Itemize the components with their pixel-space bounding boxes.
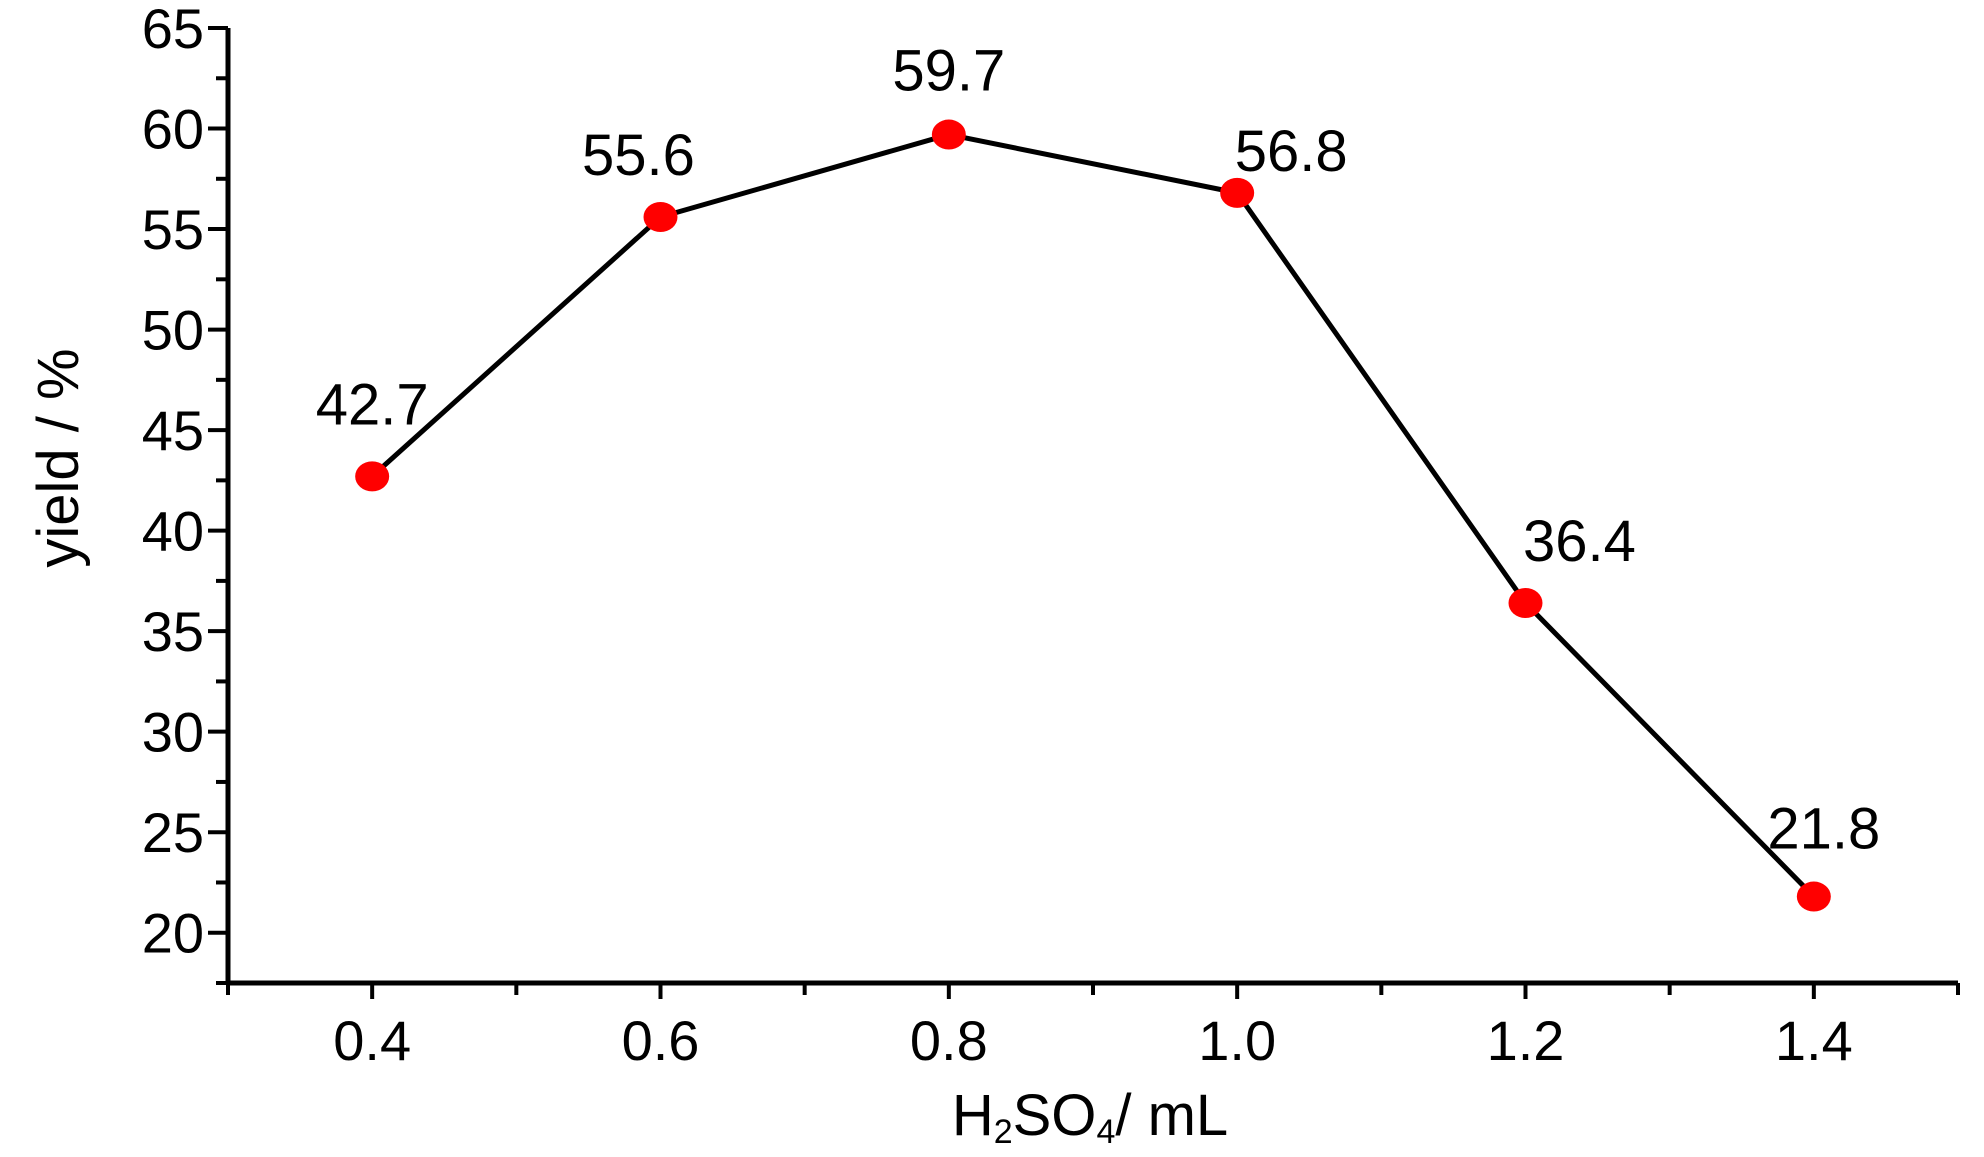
data-point [1220, 177, 1255, 208]
y-tick-label: 35 [142, 600, 204, 663]
y-tick-label: 45 [142, 399, 204, 462]
y-tick-label: 65 [142, 0, 204, 60]
x-tick-label: 1.0 [1198, 1009, 1276, 1072]
y-tick-label: 50 [142, 299, 204, 362]
y-tick-label: 55 [142, 198, 204, 261]
x-axis-title-subscript: 2 [994, 1113, 1013, 1151]
data-label: 56.8 [1235, 119, 1348, 184]
data-label: 21.8 [1767, 797, 1880, 862]
series [355, 119, 1831, 912]
x-axis-title: H2SO4/ mL [952, 1083, 1228, 1151]
ticks [208, 26, 1960, 999]
x-axis-title-part: SO [1013, 1083, 1097, 1148]
tick-labels: 20 25 30 35 40 45 50 55 60 65 0.4 0.6 0.8 1.0 1.2 1.4 [142, 0, 1853, 1072]
x-axis-title-part: H [952, 1083, 994, 1148]
series-line [370, 132, 1816, 899]
y-tick-label: 30 [142, 701, 204, 764]
y-tick-label: 25 [142, 801, 204, 864]
x-axis-title-part: / mL [1115, 1083, 1228, 1148]
x-axis-title-subscript: 4 [1096, 1113, 1115, 1151]
data-point [1796, 881, 1831, 912]
y-tick-label: 20 [142, 902, 204, 965]
data-point [1508, 588, 1543, 619]
x-tick-label: 1.2 [1487, 1009, 1565, 1072]
data-point [355, 461, 390, 492]
data-point [643, 201, 678, 232]
y-axis-title: yield / % [26, 348, 91, 567]
data-label: 59.7 [892, 39, 1005, 104]
data-point [931, 119, 966, 150]
data-label: 42.7 [316, 372, 429, 437]
x-tick-label: 0.4 [333, 1009, 411, 1072]
x-tick-label: 0.6 [622, 1009, 700, 1072]
axes [225, 28, 1958, 986]
y-tick-label: 60 [142, 98, 204, 161]
data-label: 36.4 [1523, 509, 1636, 574]
x-tick-label: 1.4 [1775, 1009, 1853, 1072]
y-tick-label: 40 [142, 500, 204, 563]
data-labels: 42.7 55.6 59.7 56.8 36.4 21.8 [316, 39, 1881, 862]
data-label: 55.6 [582, 123, 695, 188]
x-tick-label: 0.8 [910, 1009, 988, 1072]
